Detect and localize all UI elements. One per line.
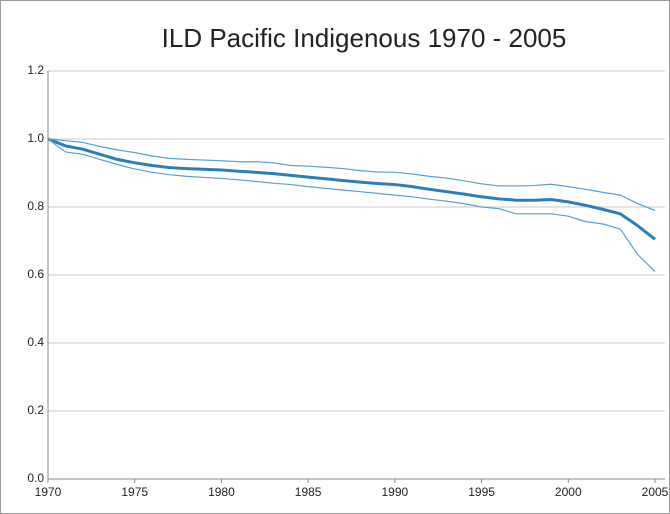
x-tick-label: 1995 [468, 485, 495, 499]
x-tick-label: 1970 [35, 485, 62, 499]
y-tick-label: 0.4 [27, 335, 44, 349]
x-tick-label: 2000 [555, 485, 582, 499]
x-tick-label: 1990 [382, 485, 409, 499]
y-tick-label: 1.0 [27, 131, 44, 145]
y-tick-label: 0.0 [27, 471, 44, 485]
x-tick-label: 1980 [208, 485, 235, 499]
series-line [47, 138, 656, 211]
y-tick-label: 0.2 [27, 403, 44, 417]
y-tick-label: 1.2 [27, 63, 44, 77]
series-line [47, 137, 656, 241]
x-tick-label: 2005 [642, 485, 669, 499]
x-tick-label: 1985 [295, 485, 322, 499]
series-line [47, 138, 656, 273]
y-tick-label: 0.8 [27, 199, 44, 213]
x-tick-label: 1975 [121, 485, 148, 499]
chart-title: ILD Pacific Indigenous 1970 - 2005 [162, 23, 567, 53]
y-tick-label: 0.6 [27, 267, 44, 281]
